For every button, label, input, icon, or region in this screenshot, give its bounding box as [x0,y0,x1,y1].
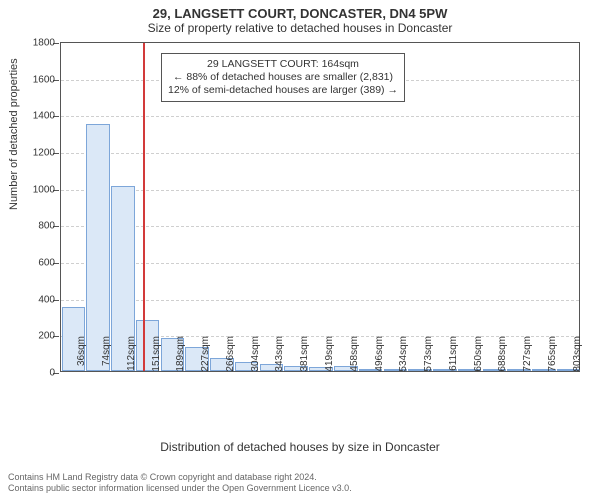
gridline [61,116,579,117]
x-tick-label: 573sqm [423,336,434,376]
chart-area: 020040060080010001200140016001800 29 LAN… [60,42,580,412]
gridline [61,226,579,227]
gridline [61,300,579,301]
x-tick-label: 74sqm [101,336,112,376]
y-tick-label: 1600 [19,74,55,85]
reference-line [143,43,145,371]
annotation-line: 12% of semi-detached houses are larger (… [168,84,398,97]
footer-line: Contains HM Land Registry data © Crown c… [8,472,352,483]
annotation-line: 29 LANGSETT COURT: 164sqm [168,58,398,71]
page-root: 29, LANGSETT COURT, DONCASTER, DN4 5PW S… [0,0,600,500]
x-tick-label: 343sqm [274,336,285,376]
x-tick-label: 189sqm [175,336,186,376]
x-tick-label: 765sqm [547,336,558,376]
y-tick-label: 1200 [19,148,55,159]
annotation-box: 29 LANGSETT COURT: 164sqm ← 88% of detac… [161,53,405,102]
x-tick-label: 803sqm [572,336,583,376]
x-axis-label: Distribution of detached houses by size … [0,440,600,454]
footer-attribution: Contains HM Land Registry data © Crown c… [8,472,352,495]
x-tick-label: 650sqm [473,336,484,376]
gridline [61,153,579,154]
y-tick-label: 1000 [19,184,55,195]
x-tick-label: 304sqm [250,336,261,376]
y-tick-label: 0 [19,368,55,379]
x-tick-label: 688sqm [497,336,508,376]
x-tick-label: 534sqm [398,336,409,376]
plot-region: 020040060080010001200140016001800 29 LAN… [60,42,580,372]
x-tick-label: 151sqm [151,336,162,376]
y-tick-label: 400 [19,294,55,305]
annotation-line: ← 88% of detached houses are smaller (2,… [168,71,398,84]
footer-line: Contains public sector information licen… [8,483,352,494]
x-tick-label: 419sqm [324,336,335,376]
x-tick-label: 112sqm [126,336,137,376]
x-tick-label: 381sqm [299,336,310,376]
y-tick-label: 200 [19,331,55,342]
y-tick-label: 1400 [19,111,55,122]
x-tick-label: 36sqm [76,336,87,376]
y-tick-label: 800 [19,221,55,232]
y-tick-label: 600 [19,258,55,269]
x-tick-label: 727sqm [522,336,533,376]
histogram-bar [86,124,110,372]
gridline [61,263,579,264]
x-tick-label: 227sqm [200,336,211,376]
x-tick-label: 496sqm [374,336,385,376]
x-tick-label: 458sqm [349,336,360,376]
page-subtitle: Size of property relative to detached ho… [0,21,600,39]
x-tick-label: 611sqm [448,336,459,376]
page-title: 29, LANGSETT COURT, DONCASTER, DN4 5PW [0,0,600,21]
x-tick-label: 266sqm [225,336,236,376]
y-tick-label: 1800 [19,38,55,49]
gridline [61,190,579,191]
